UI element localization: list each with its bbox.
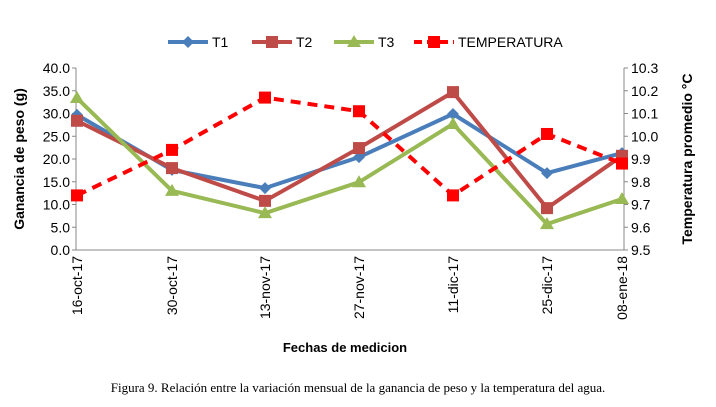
data-point-t2: [541, 202, 553, 215]
y2-tick-label: 10.2: [631, 83, 658, 99]
y-tick-label: 20.0: [43, 151, 70, 167]
legend-marker: [347, 35, 361, 47]
y2-tick-label: 10.3: [631, 60, 658, 76]
data-point-temperatura: [166, 143, 178, 156]
x-tick-label: 25-dic-17: [539, 256, 555, 315]
legend-marker: [182, 36, 194, 48]
figure-caption: Figura 9. Relación entre la variación me…: [110, 380, 606, 395]
data-point-temperatura: [71, 189, 83, 202]
data-point-t1: [541, 167, 553, 180]
data-point-t1: [259, 182, 271, 195]
y2-tick-label: 9.7: [631, 197, 651, 213]
data-point-temperatura: [353, 105, 365, 118]
x-tick-label: 11-dic-17: [445, 256, 461, 314]
data-point-t2: [259, 194, 271, 207]
legend-label: T1: [212, 34, 229, 50]
data-point-temperatura: [616, 157, 628, 170]
y-tick-label: 10.0: [43, 197, 70, 213]
y-tick-label: 30.0: [43, 106, 70, 122]
data-point-t3: [352, 175, 366, 188]
data-point-t2: [447, 86, 459, 99]
y2-tick-label: 9.6: [631, 219, 651, 235]
x-tick-label: 13-nov-17: [257, 256, 273, 319]
y2-axis-title: Temperatura promedio °C: [679, 73, 695, 244]
y-tick-label: 40.0: [43, 60, 70, 76]
data-point-t3: [258, 206, 272, 219]
y-tick-label: 35.0: [43, 83, 70, 99]
data-point-t2: [166, 162, 178, 175]
y-tick-label: 0.0: [51, 242, 71, 258]
x-axis-title: Fechas de medicion: [283, 340, 407, 355]
data-point-temperatura: [259, 91, 271, 104]
legend-marker: [428, 36, 440, 48]
data-point-temperatura: [447, 189, 459, 202]
y2-tick-label: 9.8: [631, 174, 651, 190]
x-tick-label: 27-nov-17: [351, 256, 367, 319]
series-line-temperatura: [76, 95, 623, 198]
data-point-t3: [165, 183, 179, 196]
y2-tick-label: 10.0: [631, 128, 658, 144]
data-point-t3: [70, 91, 84, 104]
y2-tick-label: 9.9: [631, 151, 651, 167]
data-point-t2: [353, 142, 365, 155]
y-tick-label: 15.0: [43, 174, 70, 190]
chart: 0.0 5.0 10.0 15.0 20.0 25.0 30.0 35.0 40.0 9.5 9.6…: [11, 34, 695, 355]
x-tick-label: 16-oct-17: [69, 256, 85, 315]
y2-tick-label: 10.1: [631, 106, 658, 122]
data-point-t2: [71, 114, 83, 127]
data-point-temperatura: [541, 127, 553, 140]
data-point-t1: [447, 107, 459, 120]
y-axis-title: Ganancia de peso (g): [11, 88, 27, 230]
legend-label: T3: [378, 34, 395, 50]
legend-label: T2: [296, 34, 313, 50]
y2-tick-label: 9.5: [631, 242, 651, 258]
legend-label: TEMPERATURA: [458, 34, 563, 50]
data-point-t3: [540, 217, 554, 230]
x-tick-label: 08-ene-18: [614, 256, 630, 320]
y-tick-label: 25.0: [43, 128, 70, 144]
data-point-t3: [446, 116, 460, 129]
legend-marker: [266, 36, 278, 48]
y-tick-label: 5.0: [51, 219, 71, 235]
data-point-t1: [353, 151, 365, 164]
x-tick-label: 30-oct-17: [164, 256, 180, 315]
data-point-t3: [615, 192, 629, 205]
